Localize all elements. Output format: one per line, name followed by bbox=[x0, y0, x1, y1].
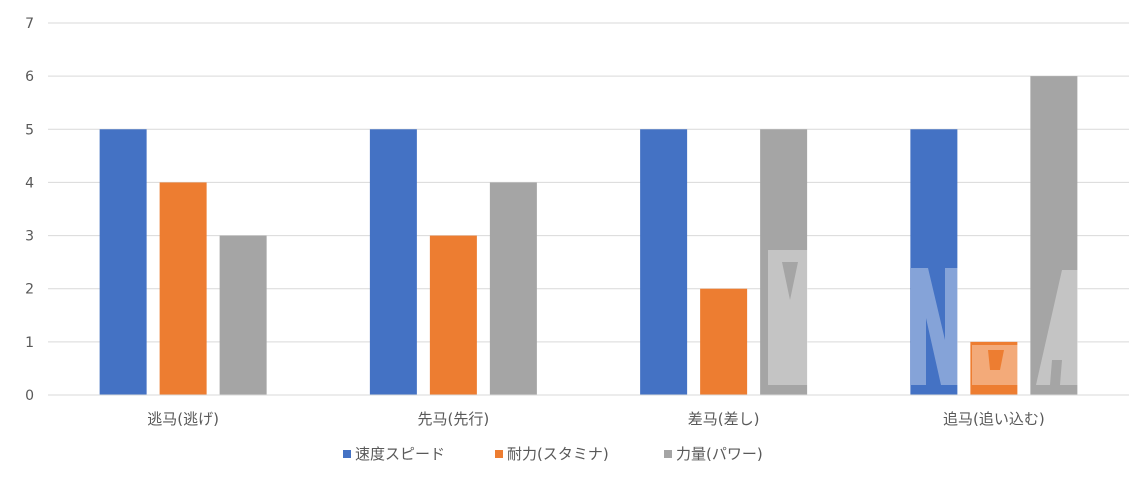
legend-swatch bbox=[664, 450, 672, 458]
bar bbox=[159, 182, 207, 395]
legend-label: 速度スピード bbox=[355, 445, 445, 463]
bar bbox=[910, 129, 958, 396]
legend: 速度スピード 耐力(スタミナ) 力量(パワー) bbox=[343, 445, 763, 463]
y-tick-label: 5 bbox=[25, 122, 34, 138]
gridlines bbox=[48, 22, 1129, 343]
x-axis-categories: 逃马(逃げ) 先马(先行) 差马(差し) 追马(追い込む) bbox=[147, 410, 1044, 428]
bar bbox=[219, 235, 267, 395]
y-tick-label: 4 bbox=[25, 175, 34, 191]
y-tick-label: 3 bbox=[25, 229, 34, 245]
y-tick-label: 7 bbox=[25, 16, 34, 32]
legend-swatch bbox=[495, 450, 503, 458]
bar bbox=[1030, 76, 1078, 396]
watermark-glyph-2 bbox=[911, 268, 958, 385]
bar bbox=[700, 288, 748, 395]
x-category-label: 追马(追い込む) bbox=[943, 410, 1045, 428]
y-axis-ticks: 0 1 2 3 4 5 6 7 bbox=[25, 16, 34, 404]
watermark bbox=[768, 250, 1078, 385]
y-tick-label: 1 bbox=[25, 335, 34, 351]
watermark-glyph-3 bbox=[972, 345, 1018, 385]
bar bbox=[489, 182, 537, 395]
x-category-label: 逃马(逃げ) bbox=[147, 410, 219, 428]
bar bbox=[760, 129, 808, 396]
x-category-label: 差马(差し) bbox=[688, 410, 760, 428]
watermark-glyph-1 bbox=[768, 250, 808, 385]
watermark-glyph-4 bbox=[1036, 270, 1078, 385]
y-tick-label: 6 bbox=[25, 69, 34, 85]
bar bbox=[369, 129, 417, 396]
bar bbox=[429, 235, 477, 395]
bar bbox=[970, 341, 1018, 395]
legend-swatch bbox=[343, 450, 351, 458]
bars bbox=[99, 76, 1078, 396]
legend-label: 耐力(スタミナ) bbox=[507, 445, 609, 463]
x-category-label: 先马(先行) bbox=[418, 410, 490, 428]
legend-label: 力量(パワー) bbox=[676, 445, 763, 463]
bar bbox=[640, 129, 688, 396]
y-tick-label: 0 bbox=[25, 388, 34, 404]
bar bbox=[99, 129, 147, 396]
y-tick-label: 2 bbox=[25, 282, 34, 298]
